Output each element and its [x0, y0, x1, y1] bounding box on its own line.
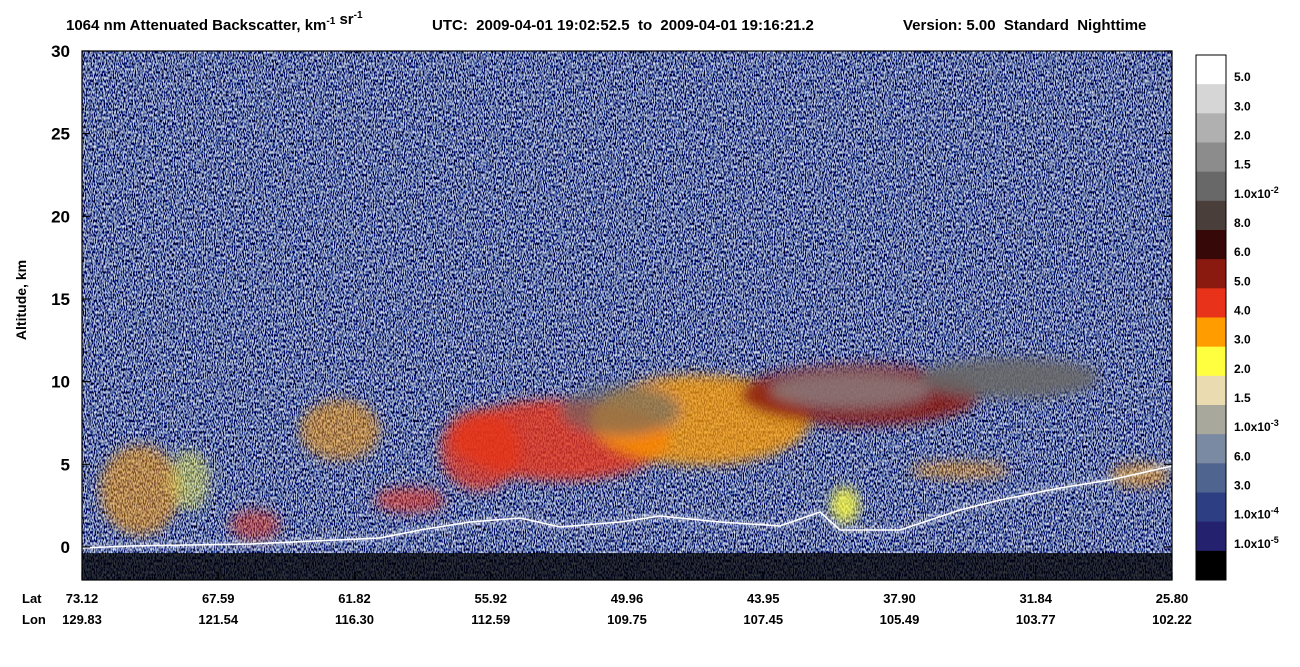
colorbar-label: 6.0 — [1234, 245, 1251, 259]
colorbar-swatch — [1196, 521, 1226, 552]
colorbar-label-text: 2.0 — [1234, 129, 1251, 143]
x-row-name: Lat — [22, 591, 42, 606]
colorbar-label-text: 5.0 — [1234, 274, 1251, 288]
colorbar-label-text: 1.0x10 — [1234, 187, 1271, 201]
x-tick-label: 31.84 — [1019, 591, 1052, 606]
colorbar-label: 1.0x10-2 — [1234, 185, 1279, 201]
colorbar-label-sup: -2 — [1271, 185, 1279, 195]
x-tick-label: 102.22 — [1152, 612, 1192, 627]
x-tick-label: 121.54 — [198, 612, 239, 627]
surface-line — [82, 465, 1172, 549]
backscatter-field — [82, 51, 1172, 580]
colorbar-label-text: 3.0 — [1234, 479, 1251, 493]
cloud-layer — [100, 358, 1170, 540]
version-info: Version: 5.00 Standard Nighttime — [903, 17, 1146, 34]
colorbar-label-sup: -4 — [1271, 506, 1279, 516]
colorbar-swatch — [1196, 259, 1226, 289]
colorbar-label: 1.0x10-4 — [1234, 506, 1279, 522]
x-tick-label: 37.90 — [883, 591, 916, 606]
colorbar-label-text: 8.0 — [1234, 216, 1251, 230]
colorbar-label-sup: -3 — [1271, 418, 1279, 428]
y-tick-label: 0 — [61, 538, 70, 557]
colorbar-label: 2.0 — [1234, 129, 1251, 143]
y-tick-label: 15 — [51, 290, 70, 309]
title-text: 1064 nm Attenuated Backscatter, km — [66, 17, 326, 34]
colorbar-swatch — [1196, 550, 1226, 581]
x-row-name: Lon — [22, 612, 46, 627]
y-tick-label: 20 — [51, 207, 70, 226]
colorbar-label-text: 3.0 — [1234, 333, 1251, 347]
colorbar-label-text: 6.0 — [1234, 449, 1251, 463]
colorbar-swatch — [1196, 113, 1226, 143]
colorbar-swatch — [1196, 55, 1226, 85]
y-tick-label: 30 — [51, 42, 70, 61]
colorbar-swatch — [1196, 84, 1226, 114]
colorbar-label-text: 1.0x10 — [1234, 420, 1271, 434]
x-tick-label: 103.77 — [1016, 612, 1056, 627]
field-noise — [82, 51, 1172, 580]
y-tick-label: 5 — [61, 455, 70, 474]
x-tick-label: 116.30 — [335, 612, 374, 627]
x-tick-label: 107.45 — [743, 612, 783, 627]
colorbar-frame — [1195, 54, 1227, 581]
x-tick-label: 67.59 — [202, 591, 235, 606]
colorbar-label: 1.0x10-5 — [1234, 535, 1279, 551]
colorbar-label: 6.0 — [1234, 449, 1251, 463]
colorbar-swatch — [1196, 200, 1226, 231]
colorbar-label: 4.0 — [1234, 304, 1251, 318]
colorbar-label-text: 1.0x10 — [1234, 508, 1271, 522]
colorbar-label-text: 1.5 — [1234, 391, 1251, 405]
colorbar-label-sup: -5 — [1271, 535, 1279, 545]
x-tick-label: 109.75 — [607, 612, 647, 627]
x-tick-label: 61.82 — [338, 591, 371, 606]
colorbar-swatch — [1196, 492, 1226, 523]
x-tick-label: 25.80 — [1156, 591, 1189, 606]
colorbar-label-text: 2.0 — [1234, 362, 1251, 376]
x-tick-label: 105.49 — [880, 612, 920, 627]
colorbar-swatch — [1196, 171, 1226, 202]
colorbar-swatch — [1196, 317, 1226, 348]
colorbar-label: 8.0 — [1234, 216, 1251, 230]
colorbar-label-text: 1.5 — [1234, 158, 1251, 172]
title-text: sr — [335, 11, 354, 28]
y-axis-label: Altitude, km — [13, 260, 29, 340]
colorbar-swatch — [1196, 346, 1226, 377]
colorbar-label: 3.0 — [1234, 99, 1251, 113]
colorbar-swatch — [1196, 434, 1226, 464]
colorbar-label-text: 4.0 — [1234, 304, 1251, 318]
colorbar-label-text: 6.0 — [1234, 245, 1251, 259]
x-tick-label: 49.96 — [611, 591, 644, 606]
x-tick-label: 55.92 — [474, 591, 507, 606]
colorbar-label: 1.5 — [1234, 158, 1251, 172]
colorbar-swatch — [1196, 288, 1226, 318]
colorbar-label: 5.0 — [1234, 70, 1251, 84]
colorbar-label-text: 5.0 — [1234, 70, 1251, 84]
colorbar-swatch — [1196, 230, 1226, 260]
x-tick-label: 129.83 — [62, 612, 102, 627]
x-tick-label: 112.59 — [471, 612, 510, 627]
y-tick-label: 10 — [51, 373, 70, 392]
utc-range: UTC: 2009-04-01 19:02:52.5 to 2009-04-01… — [432, 17, 814, 34]
colorbar-label: 3.0 — [1234, 333, 1251, 347]
x-tick-label: 43.95 — [747, 591, 780, 606]
colorbar-swatch — [1196, 142, 1226, 173]
colorbar-label: 2.0 — [1234, 362, 1251, 376]
colorbar-swatch — [1196, 375, 1226, 406]
colorbar-label: 1.5 — [1234, 391, 1251, 405]
title-sup: -1 — [326, 16, 335, 27]
x-tick-label: 73.12 — [66, 591, 99, 606]
colorbar-swatch — [1196, 405, 1226, 435]
title-sup: -1 — [354, 10, 363, 21]
colorbar-label: 1.0x10-3 — [1234, 418, 1279, 434]
colorbar-label: 3.0 — [1234, 479, 1251, 493]
y-tick-label: 25 — [51, 125, 70, 144]
chart-title: 1064 nm Attenuated Backscatter, km-1 sr-… — [66, 10, 363, 34]
colorbar-label: 5.0 — [1234, 274, 1251, 288]
colorbar-label-text: 3.0 — [1234, 99, 1251, 113]
colorbar-label-text: 1.0x10 — [1234, 537, 1271, 551]
colorbar-swatch — [1196, 463, 1226, 493]
